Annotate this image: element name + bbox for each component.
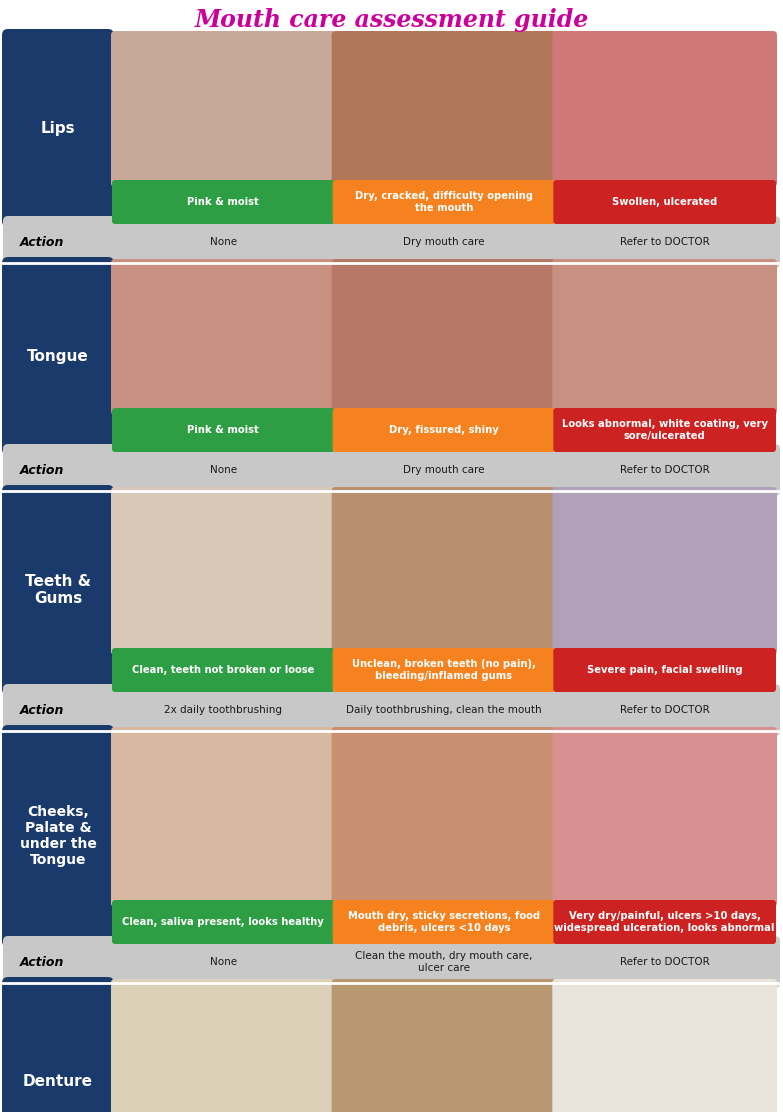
FancyBboxPatch shape — [332, 487, 557, 655]
FancyBboxPatch shape — [333, 648, 555, 692]
Text: Clean, teeth not broken or loose: Clean, teeth not broken or loose — [132, 665, 315, 675]
Text: Looks abnormal, white coating, very
sore/ulcerated: Looks abnormal, white coating, very sore… — [561, 419, 767, 440]
FancyBboxPatch shape — [111, 979, 336, 1112]
Text: Lips: Lips — [41, 120, 75, 136]
FancyBboxPatch shape — [111, 487, 336, 655]
FancyBboxPatch shape — [3, 444, 780, 496]
Text: Teeth &
Gums: Teeth & Gums — [25, 574, 91, 606]
FancyBboxPatch shape — [111, 727, 336, 907]
Text: Pink & moist: Pink & moist — [187, 197, 259, 207]
FancyBboxPatch shape — [112, 408, 334, 451]
FancyBboxPatch shape — [552, 727, 777, 907]
FancyBboxPatch shape — [111, 259, 336, 415]
FancyBboxPatch shape — [2, 485, 114, 695]
FancyBboxPatch shape — [2, 257, 114, 455]
Text: Denture: Denture — [23, 1073, 93, 1089]
Text: Dry mouth care: Dry mouth care — [403, 237, 485, 247]
FancyBboxPatch shape — [332, 727, 557, 907]
FancyBboxPatch shape — [333, 180, 555, 224]
Text: Daily toothbrushing, clean the mouth: Daily toothbrushing, clean the mouth — [346, 705, 542, 715]
Text: Refer to DOCTOR: Refer to DOCTOR — [620, 957, 709, 967]
Text: Dry, fissured, shiny: Dry, fissured, shiny — [389, 425, 499, 435]
FancyBboxPatch shape — [332, 259, 557, 415]
Text: None: None — [210, 465, 237, 475]
Text: Severe pain, facial swelling: Severe pain, facial swelling — [586, 665, 742, 675]
FancyBboxPatch shape — [2, 725, 114, 947]
FancyBboxPatch shape — [3, 216, 780, 268]
FancyBboxPatch shape — [2, 977, 114, 1112]
FancyBboxPatch shape — [332, 979, 557, 1112]
Text: Mouth care assessment guide: Mouth care assessment guide — [194, 8, 589, 32]
FancyBboxPatch shape — [2, 29, 114, 227]
Text: Action: Action — [20, 464, 64, 477]
Text: Refer to DOCTOR: Refer to DOCTOR — [620, 705, 709, 715]
Text: Clean the mouth, dry mouth care,
ulcer care: Clean the mouth, dry mouth care, ulcer c… — [355, 951, 532, 973]
FancyBboxPatch shape — [112, 648, 334, 692]
Text: Unclean, broken teeth (no pain),
bleeding/inflamed gums: Unclean, broken teeth (no pain), bleedin… — [352, 659, 536, 681]
Text: Cheeks,
Palate &
under the
Tongue: Cheeks, Palate & under the Tongue — [20, 805, 96, 867]
FancyBboxPatch shape — [111, 31, 336, 187]
Text: Refer to DOCTOR: Refer to DOCTOR — [620, 237, 709, 247]
Text: None: None — [210, 957, 237, 967]
FancyBboxPatch shape — [112, 900, 334, 944]
Text: Very dry/painful, ulcers >10 days,
widespread ulceration, looks abnormal: Very dry/painful, ulcers >10 days, wides… — [554, 911, 775, 933]
FancyBboxPatch shape — [333, 408, 555, 451]
Text: Refer to DOCTOR: Refer to DOCTOR — [620, 465, 709, 475]
FancyBboxPatch shape — [552, 979, 777, 1112]
FancyBboxPatch shape — [3, 936, 780, 987]
Text: Mouth dry, sticky secretions, food
debris, ulcers <10 days: Mouth dry, sticky secretions, food debri… — [348, 911, 540, 933]
FancyBboxPatch shape — [552, 487, 777, 655]
Text: Clean, saliva present, looks healthy: Clean, saliva present, looks healthy — [122, 917, 324, 927]
FancyBboxPatch shape — [554, 180, 776, 224]
FancyBboxPatch shape — [333, 900, 555, 944]
Text: None: None — [210, 237, 237, 247]
Text: Action: Action — [20, 704, 64, 716]
FancyBboxPatch shape — [332, 31, 557, 187]
FancyBboxPatch shape — [554, 408, 776, 451]
Text: Action: Action — [20, 236, 64, 248]
Text: Dry, cracked, difficulty opening
the mouth: Dry, cracked, difficulty opening the mou… — [355, 191, 533, 212]
FancyBboxPatch shape — [552, 31, 777, 187]
Text: Pink & moist: Pink & moist — [187, 425, 259, 435]
Text: Dry mouth care: Dry mouth care — [403, 465, 485, 475]
FancyBboxPatch shape — [3, 684, 780, 736]
Text: Tongue: Tongue — [27, 348, 89, 364]
FancyBboxPatch shape — [112, 180, 334, 224]
FancyBboxPatch shape — [554, 900, 776, 944]
FancyBboxPatch shape — [554, 648, 776, 692]
FancyBboxPatch shape — [552, 259, 777, 415]
Text: Swollen, ulcerated: Swollen, ulcerated — [612, 197, 717, 207]
Text: 2x daily toothbrushing: 2x daily toothbrushing — [164, 705, 283, 715]
Text: Action: Action — [20, 955, 64, 969]
